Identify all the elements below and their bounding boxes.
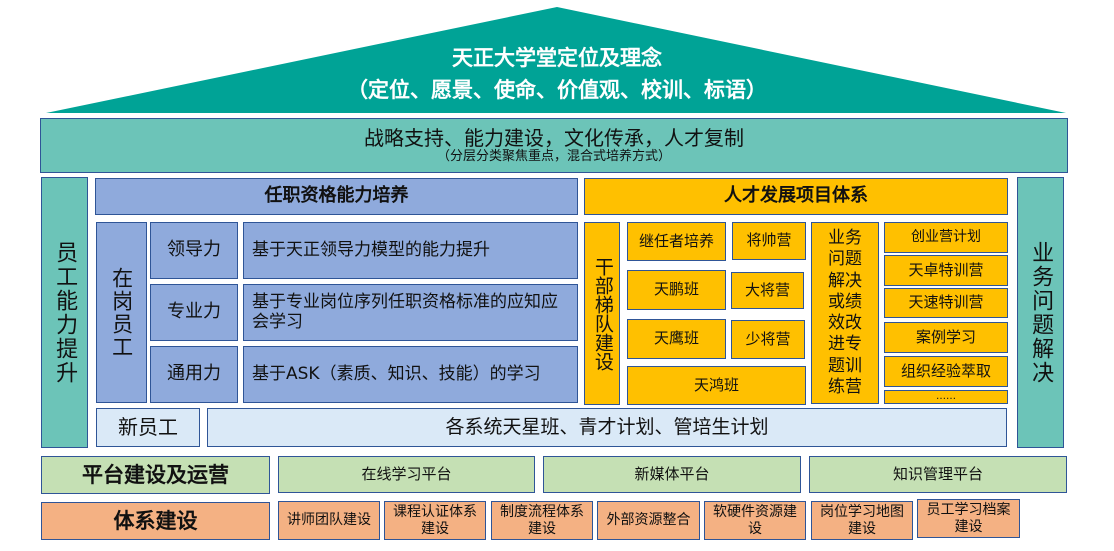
talent-item: 天鸿班 [627, 366, 806, 405]
system-item: 制度流程体系建设 [491, 501, 593, 540]
platform-label: 平台建设及运营 [41, 456, 270, 494]
general-desc: 基于ASK（素质、知识、技能）的学习 [243, 346, 578, 403]
talent-list-item: 天速特训营 [884, 288, 1008, 318]
talent-item: 天鹰班 [627, 319, 726, 359]
talent-item: 天鹏班 [627, 270, 726, 310]
strategy-band: 战略支持、能力建设，文化传承，人才复制 （分层分类聚焦重点，混合式培养方式） [40, 118, 1068, 173]
left-pillar: 员工能力提升 [41, 177, 88, 448]
talent-list-item: 组织经验萃取 [884, 356, 1008, 387]
system-item: 岗位学习地图建设 [811, 501, 913, 540]
roof-title: 天正大学堂定位及理念 [452, 46, 662, 70]
talent-list-item: 案例学习 [884, 322, 1008, 353]
talent-item: 将帅营 [732, 222, 806, 260]
professional-label: 专业力 [150, 284, 238, 341]
talent-header: 人才发展项目体系 [584, 178, 1008, 215]
new-staff-programs: 各系统天星班、青才计划、管培生计划 [207, 408, 1007, 447]
leadership-desc: 基于天正领导力模型的能力提升 [243, 222, 578, 279]
talent-list-more: …… [884, 390, 1008, 404]
general-label: 通用力 [150, 346, 238, 403]
system-item: 讲师团队建设 [278, 501, 380, 540]
talent-item: 少将营 [731, 320, 805, 359]
band-subtitle: （分层分类聚焦重点，混合式培养方式） [436, 148, 671, 164]
system-item: 软硬件资源建设 [704, 501, 806, 540]
cadre-building: 干部梯队建设 [584, 222, 620, 405]
system-item: 员工学习档案建设 [917, 499, 1020, 538]
on-job-staff: 在岗员工 [96, 222, 147, 403]
roof-shape [46, 7, 1066, 113]
system-item: 课程认证体系建设 [384, 501, 486, 540]
platform-item: 知识管理平台 [809, 456, 1067, 493]
platform-item: 新媒体平台 [543, 456, 801, 493]
band-title: 战略支持、能力建设，文化传承，人才复制 [364, 125, 744, 150]
qualification-header: 任职资格能力培养 [95, 178, 578, 215]
roof-subtitle: （定位、愿景、使命、价值观、校训、标语） [347, 78, 767, 102]
leadership-label: 领导力 [150, 222, 238, 279]
talent-list-item: 天卓特训营 [884, 255, 1008, 286]
talent-list-item: 创业营计划 [884, 222, 1008, 253]
new-staff-label: 新员工 [96, 408, 200, 447]
platform-item: 在线学习平台 [278, 456, 535, 493]
roof-text: 天正大学堂定位及理念 （定位、愿景、使命、价值观、校训、标语） [0, 42, 1114, 106]
professional-desc: 基于专业岗位序列任职资格标准的应知应会学习 [243, 284, 578, 341]
right-pillar: 业务问题解决 [1017, 177, 1064, 448]
system-label: 体系建设 [41, 502, 270, 540]
system-item: 外部资源整合 [597, 501, 700, 540]
business-camp: 业务问题解决或绩效改进专题训练营 [811, 222, 879, 404]
talent-item: 继任者培养 [627, 222, 726, 261]
talent-item: 大将营 [731, 272, 804, 309]
